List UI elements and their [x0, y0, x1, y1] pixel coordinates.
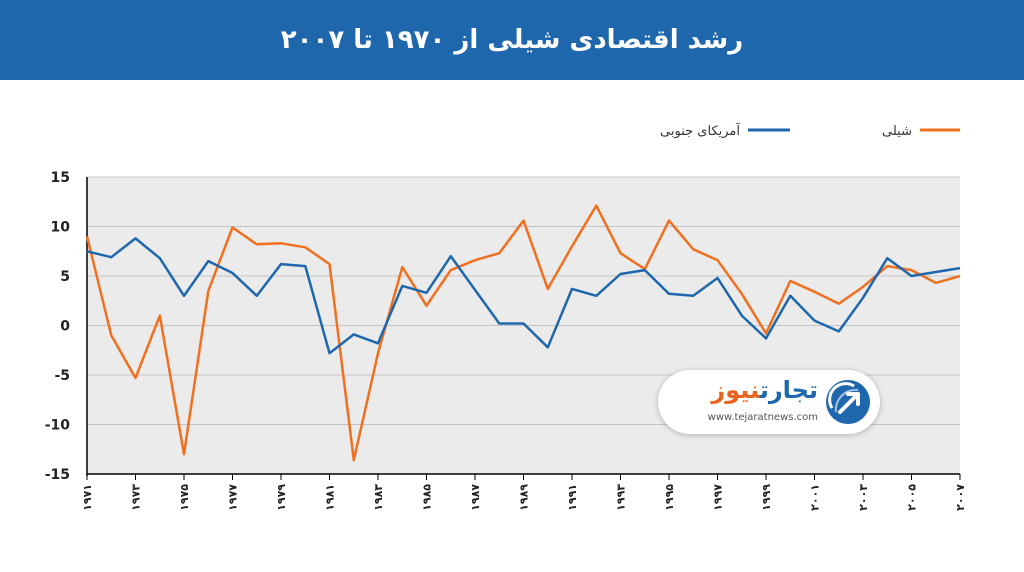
- x-tick-label: ۱۹۸۳: [372, 484, 385, 511]
- series-line-chile: [85, 204, 961, 462]
- legend: شیلی آمریکای جنوبی: [660, 122, 960, 139]
- x-tick-label: ۱۹۹۳: [615, 484, 628, 511]
- watermark-url: www.tejaratnews.com: [707, 412, 818, 423]
- x-tick-label: ۱۹۸۷: [469, 484, 482, 511]
- watermark-brand-part2: نیوز: [711, 376, 760, 404]
- watermark-brand-part1: تجارت: [759, 376, 818, 404]
- watermark-logo: تجارتنیوز www.tejaratnews.com: [658, 370, 880, 434]
- watermark-brand: تجارتنیوز: [668, 376, 818, 404]
- y-tick-label: 5: [60, 269, 70, 285]
- x-tick-label: ۱۹۷۵: [178, 484, 191, 511]
- header-bar: [0, 0, 1024, 80]
- y-tick-label: -5: [54, 368, 70, 384]
- x-tick-label: ۲۰۰۱: [809, 484, 822, 511]
- x-tick-label: ۱۹۹۱: [566, 484, 579, 511]
- x-tick-label: ۱۹۷۷: [227, 484, 240, 511]
- y-axis-ticks: 15 10 5 0 -5 -10 -15: [45, 170, 71, 483]
- x-axis-ticks: ۱۹۷۱ ۱۹۷۳ ۱۹۷۵ ۱۹۷۷ ۱۹۷۹ ۱۹۸۱ ۱۹۸۳ ۱۹۸۵ ۱۹۸۷ ۱۹۸۹…: [81, 474, 967, 511]
- x-tick-label: ۱۹۷۹: [275, 484, 288, 511]
- chart-title: رشد اقتصادی شیلی از ۱۹۷۰ تا ۲۰۰۷: [280, 25, 744, 55]
- y-tick-label: 0: [60, 319, 70, 335]
- y-tick-label: 10: [51, 220, 71, 236]
- y-tick-label: 15: [51, 170, 70, 186]
- x-tick-label: ۱۹۸۵: [421, 484, 434, 511]
- x-tick-label: ۱۹۹۹: [760, 484, 773, 511]
- y-tick-label: -15: [45, 467, 70, 483]
- x-tick-label: ۱۹۹۵: [663, 484, 676, 511]
- series-lines: [85, 204, 961, 462]
- y-tick-label: -10: [45, 418, 71, 434]
- x-tick-label: ۲۰۰۳: [857, 484, 870, 511]
- x-tick-label: ۱۹۷۱: [81, 484, 94, 511]
- x-tick-label: ۱۹۸۹: [518, 484, 531, 511]
- x-tick-label: ۲۰۰۷: [954, 484, 967, 511]
- x-tick-label: ۱۹۷۳: [130, 484, 143, 511]
- x-tick-label: ۲۰۰۵: [906, 484, 919, 511]
- legend-label-south-america: آمریکای جنوبی: [660, 122, 741, 139]
- x-tick-label: ۱۹۸۱: [324, 484, 337, 511]
- x-tick-label: ۱۹۹۷: [712, 484, 725, 511]
- series-line-south-america: [86, 237, 961, 355]
- tejaratnews-logo-icon: [826, 380, 870, 424]
- legend-label-chile: شیلی: [882, 124, 912, 139]
